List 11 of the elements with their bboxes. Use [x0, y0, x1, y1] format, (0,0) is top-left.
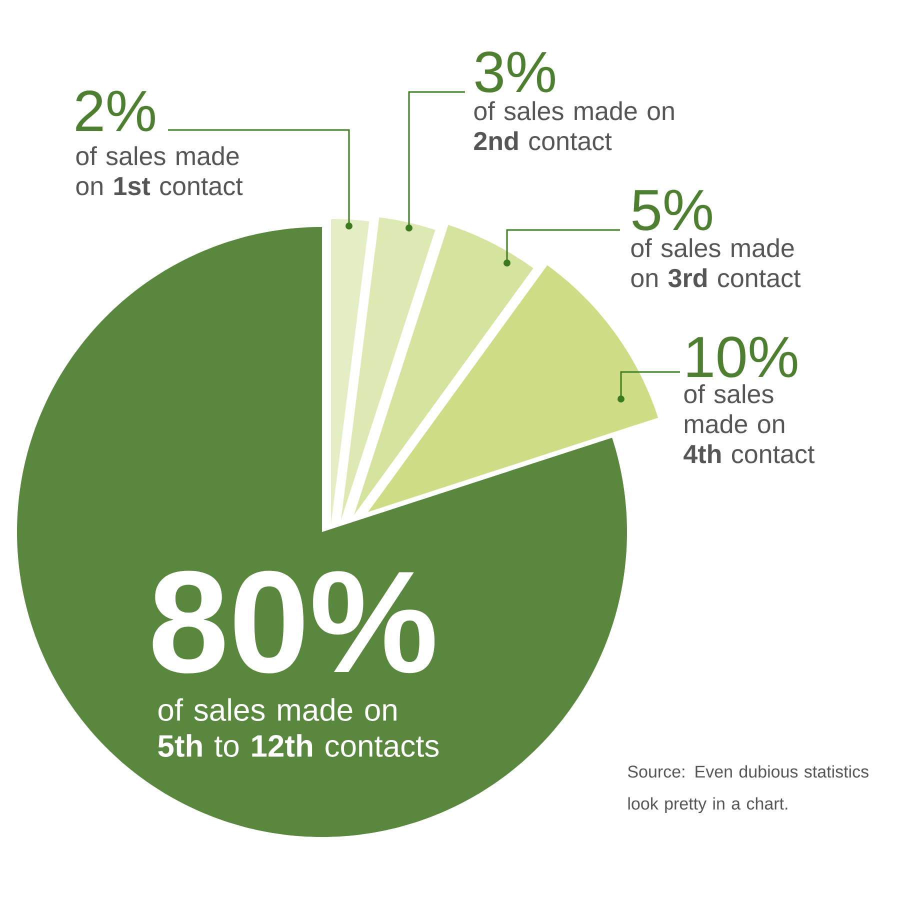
source-note: Source: Even dubious statistics look pretty in a chart. [628, 765, 868, 814]
data-label: 80% [152, 570, 435, 674]
slice-label: of sales made on 5th to 12th contacts [158, 698, 439, 757]
data-label: 2% [76, 90, 155, 132]
data-label: 3% [475, 51, 555, 93]
slice-label: of sales made on 3rd contact [631, 238, 801, 288]
slice-label: of sales made on 4th contact [684, 384, 815, 464]
data-label: 5% [632, 190, 712, 231]
data-label: 10% [688, 336, 798, 378]
slice-label: of sales made on 1st contact [76, 146, 243, 196]
slice-label: of sales made on 2nd contact [474, 101, 674, 150]
